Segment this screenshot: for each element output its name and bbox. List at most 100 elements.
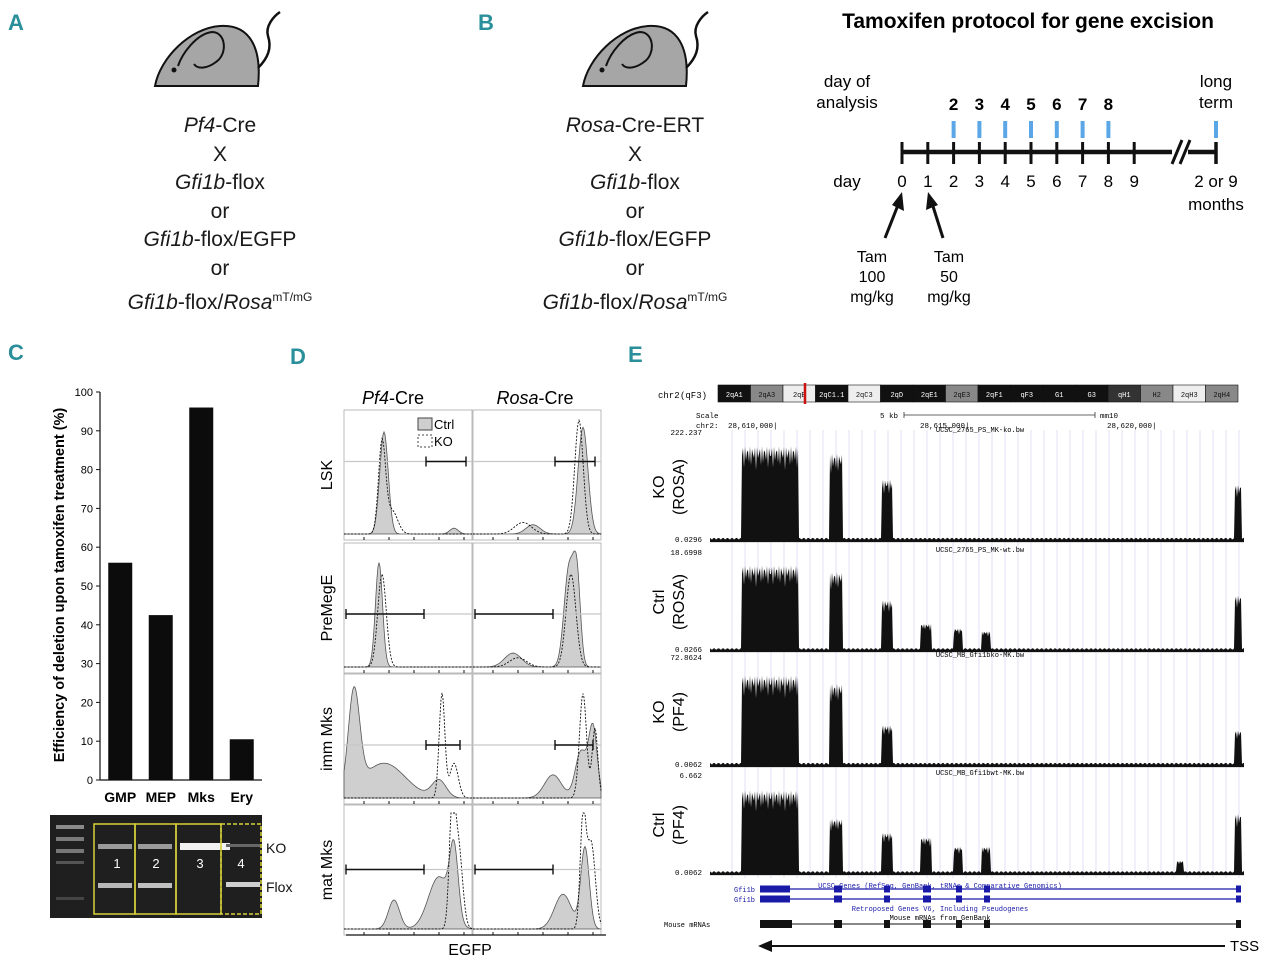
ko-histogram [344, 812, 473, 930]
ctrl-histogram [344, 430, 473, 535]
genome-browser: chr2 (qF3) 2qA1 2qA3 2qB 2qC1.1 2qC3 2qD 2qE1 2… [651, 383, 1259, 955]
y-tick-label: 20 [81, 697, 93, 709]
mrna-exon [760, 920, 792, 928]
gene-exon [956, 895, 962, 903]
ko-histogram [473, 573, 601, 668]
track-name-1: Ctrl [651, 590, 668, 615]
y-tick-label: 50 [81, 581, 93, 593]
flow-histogram-panel [472, 673, 602, 805]
cross-a-l2-r: -flox [225, 171, 265, 194]
track-max: 222.237 [670, 430, 702, 438]
ideogram-band [1205, 384, 1239, 403]
gene-exon [984, 895, 990, 903]
mrna-exon [956, 920, 962, 928]
bar-ery [229, 739, 254, 780]
tam1-l2: 100 [859, 269, 886, 286]
gel-lane-2: 2 [152, 856, 159, 871]
tss-arrowhead [758, 940, 772, 952]
ideogram-band-label: 2qB [793, 392, 806, 400]
chart-ylabel: Efficiency of deletion upon tamoxifen tr… [52, 408, 68, 763]
gel-lane-4: 4 [237, 856, 244, 871]
gene-exon [884, 885, 890, 893]
ideogram-band-label: 2qC3 [856, 392, 873, 400]
mrna-exon [1236, 920, 1241, 928]
timeline-long: long [1200, 72, 1232, 91]
cross-a: Pf4-Cre X Gfi1b-flox or Gfi1b-flox/EGFP … [70, 112, 370, 318]
tamoxifen-timeline: Tamoxifen protocol for gene excision day… [816, 10, 1244, 306]
analysis-day: 8 [1104, 95, 1113, 114]
cross-a-l1-r: -Cre [215, 114, 257, 137]
cross-b-l1-r: -Cre-ERT [614, 114, 705, 137]
y-tick-label: 60 [81, 542, 93, 554]
y-tick-label: 100 [75, 387, 93, 399]
track-min: 0.0266 [675, 647, 703, 655]
legend-ko: KO [434, 434, 453, 449]
chr-pos-label: chr2: [696, 423, 719, 431]
cross-b-l2-i: Gfi1b [590, 171, 641, 194]
y-tick-label: 30 [81, 659, 93, 671]
flow-row-label: PreMegE [319, 575, 336, 642]
ideogram-band-label: qF3 [1020, 392, 1033, 400]
legend-ctrl: Ctrl [434, 417, 454, 432]
gel-image: 1 2 3 4 [50, 815, 262, 918]
y-tick-label: 90 [81, 426, 93, 438]
ideogram-band-label: 2qH4 [1213, 392, 1230, 400]
ideogram-band-label: 2qH3 [1181, 392, 1198, 400]
track-max: 72.8624 [670, 655, 702, 663]
y-tick-label: 70 [81, 503, 93, 515]
chrom-band: (qF3) [680, 391, 707, 401]
gene-exon [760, 895, 790, 903]
ideogram-band-label: 2qC1.1 [819, 392, 844, 400]
cross-a-l2-i: Gfi1b [175, 171, 226, 194]
track-name-2: (PF4) [671, 805, 688, 845]
cross-b-l4-sup: mT/mG [687, 290, 728, 304]
coord-3: 28,620,000| [1107, 423, 1157, 431]
y-tick-label: 10 [81, 736, 93, 748]
ideogram-band-label: 2qA3 [758, 392, 775, 400]
cross-a-l4-i2: Rosa [223, 291, 273, 314]
mrna-exon [834, 920, 842, 928]
timeline-day-of: day of [824, 72, 871, 91]
analysis-day: 3 [975, 95, 984, 114]
ko-histogram [344, 572, 472, 668]
flow-col2-i: Rosa [496, 388, 538, 408]
deletion-bar-chart: Efficiency of deletion upon tamoxifen tr… [52, 387, 262, 805]
ideogram-band-label: 2qA1 [726, 392, 743, 400]
track-max: 18.6998 [670, 550, 702, 558]
cross-a-l4-i: Gfi1b [127, 291, 178, 314]
timeline-day: 6 [1052, 172, 1061, 191]
flow-histogram-panel [472, 542, 602, 674]
cross-a-l1-i: Pf4 [183, 114, 216, 137]
x-tick-label: MEP [146, 789, 176, 805]
mrna-label: Mouse mRNAs [664, 922, 710, 930]
timeline-title: Tamoxifen protocol for gene excision [842, 10, 1214, 33]
x-tick-label: Ery [230, 789, 253, 805]
gene-exon [760, 885, 790, 893]
flow-row-label: mat Mks [319, 840, 336, 900]
gene-exon [956, 885, 962, 893]
legend-ctrl-swatch [417, 417, 433, 431]
ko-histogram [344, 437, 472, 535]
track-min: 0.0296 [675, 537, 703, 545]
coverage-track [710, 446, 1244, 542]
timeline-day: 5 [1026, 172, 1035, 191]
track-max: 6.662 [679, 773, 702, 781]
panel-label-b: B [478, 10, 494, 35]
x-tick-label: GMP [104, 789, 136, 805]
track-file: UCSC_MB_Gfi1bko-MK.bw [936, 652, 1025, 660]
timeline-day: 3 [975, 172, 984, 191]
ideogram-band-label: G1 [1055, 392, 1063, 400]
tam-arrow-2 [926, 192, 938, 210]
y-tick-label: 40 [81, 620, 93, 632]
cross-b-l3-i: Gfi1b [558, 228, 609, 251]
flow-col1-i: Pf4 [362, 388, 389, 408]
track-name-2: (ROSA) [671, 459, 688, 515]
ideogram-band-label: 2qE1 [921, 392, 938, 400]
mrna-title: Mouse mRNAs from GenBank [890, 915, 991, 923]
ideogram-band-label: H2 [1153, 392, 1161, 400]
timeline-end-2: months [1188, 195, 1244, 214]
track-name-2: (PF4) [671, 692, 688, 732]
track-name-1: Ctrl [651, 813, 668, 838]
coord-2: 28,615,000| [920, 423, 970, 431]
